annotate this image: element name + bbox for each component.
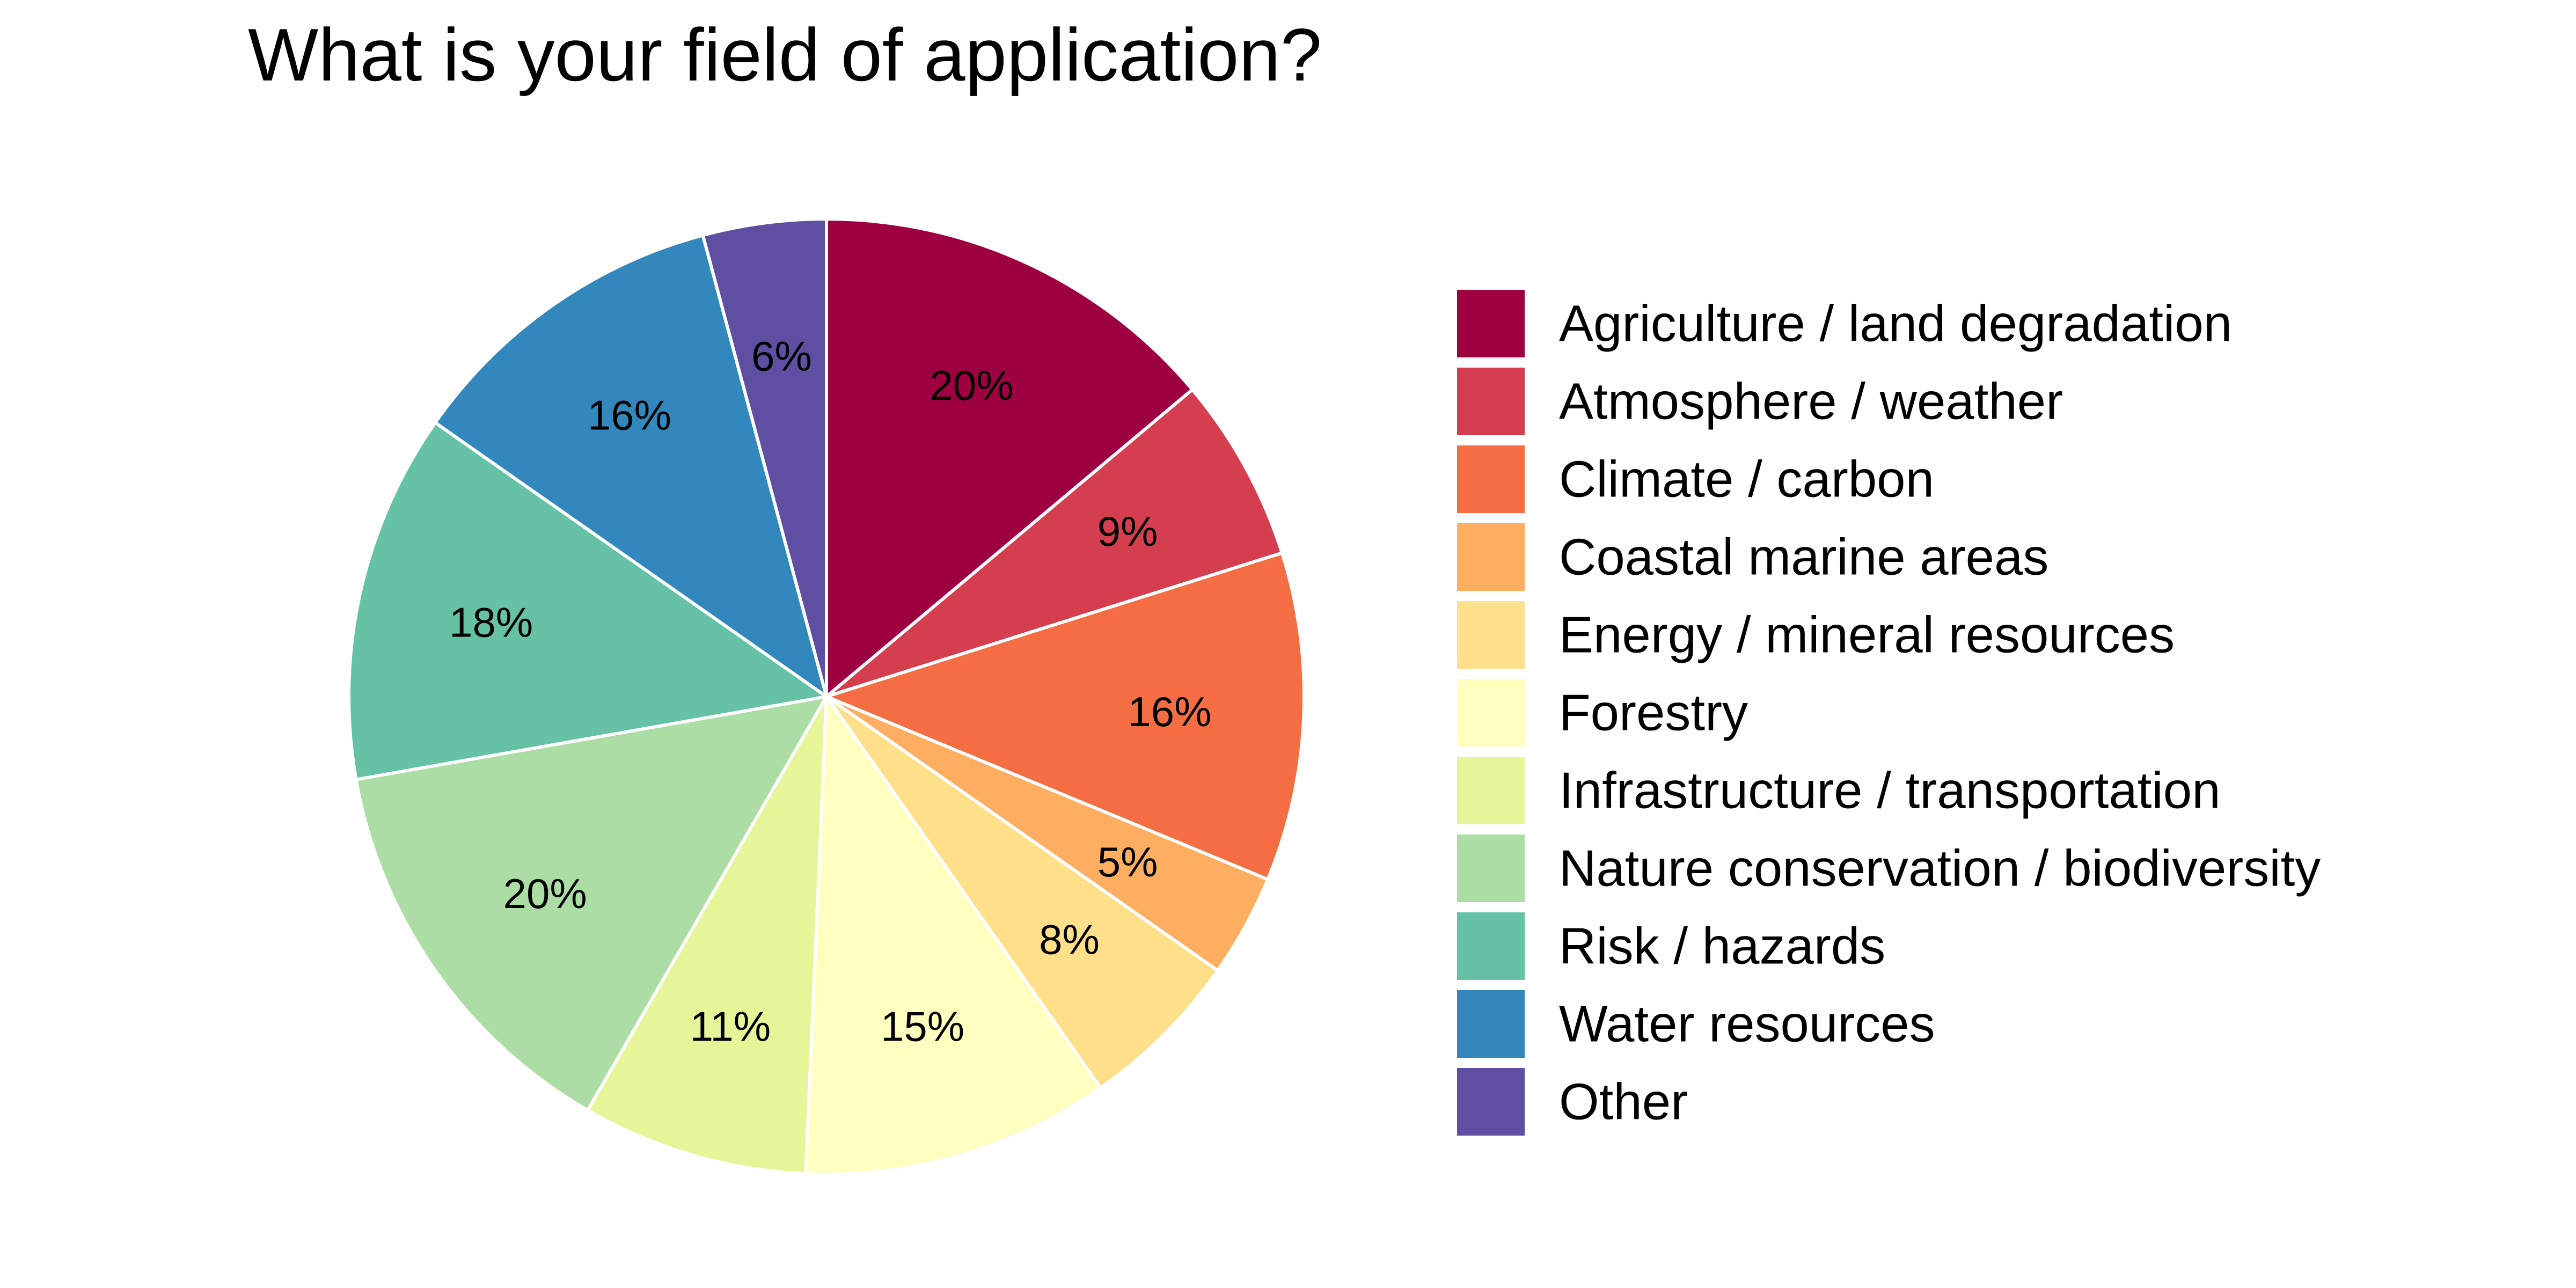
legend-label: Nature conservation / biodiversity <box>1559 840 2321 897</box>
legend-swatch <box>1457 757 1525 824</box>
legend-item-other: Other <box>1457 1068 1688 1136</box>
legend-label: Climate / carbon <box>1559 451 1934 508</box>
slice-label-water-resources: 16% <box>588 392 671 439</box>
slice-label-infrastructure-transportation: 11% <box>690 1002 771 1050</box>
slice-label-nature-conservation-biodiversity: 20% <box>503 870 587 917</box>
legend-swatch <box>1457 290 1525 357</box>
legend-swatch <box>1457 523 1525 591</box>
legend-item-climate-carbon: Climate / carbon <box>1457 445 1934 513</box>
legend-label: Water resources <box>1559 996 1935 1053</box>
pie-slice-infrastructure-transportation <box>586 695 828 1176</box>
legend-swatch <box>1457 601 1525 669</box>
legend-swatch <box>1457 835 1525 902</box>
slice-label-coastal-marine-areas: 5% <box>1097 838 1158 885</box>
pie-slice-agriculture-land-degradation <box>825 217 1194 698</box>
slice-label-energy-mineral-resources: 8% <box>1039 916 1100 963</box>
pie-slice-climate-carbon <box>825 551 1306 881</box>
pie-slice-forestry <box>804 695 1102 1176</box>
pie-slice-nature-conservation-biodiversity <box>354 695 828 1112</box>
legend-item-agriculture-land-degradation: Agriculture / land degradation <box>1457 290 2232 357</box>
legend-swatch <box>1457 912 1525 980</box>
legend-label: Agriculture / land degradation <box>1559 295 2232 353</box>
legend-label: Atmosphere / weather <box>1559 373 2063 430</box>
legend-item-atmosphere-weather: Atmosphere / weather <box>1457 368 2063 435</box>
slice-label-other: 6% <box>751 332 812 379</box>
legend-item-risk-hazards: Risk / hazards <box>1457 912 1885 980</box>
legend-label: Coastal marine areas <box>1559 529 2048 586</box>
legend-swatch <box>1457 1068 1525 1136</box>
chart-title: What is your field of application? <box>248 13 1322 97</box>
pie-slice-water-resources <box>433 233 828 698</box>
legend-swatch <box>1457 990 1525 1058</box>
slice-label-climate-carbon: 16% <box>1128 688 1211 735</box>
pie-slice-labels: 20% 9% 16% 5% 8% 15% 11% 20% 18% 16% 6% <box>449 332 1211 1050</box>
legend-item-forestry: Forestry <box>1457 679 1748 747</box>
legend-label: Forestry <box>1559 684 1748 742</box>
legend-item-coastal-marine-areas: Coastal marine areas <box>1457 523 2048 591</box>
slice-label-risk-hazards: 18% <box>449 598 533 646</box>
legend-item-infrastructure-transportation: Infrastructure / transportation <box>1457 757 2221 824</box>
pie-slice-risk-hazards <box>347 421 828 781</box>
legend-item-nature-conservation-biodiversity: Nature conservation / biodiversity <box>1457 835 2321 902</box>
legend-swatch <box>1457 368 1525 435</box>
slice-label-atmosphere-weather: 9% <box>1097 508 1158 555</box>
legend-item-water-resources: Water resources <box>1457 990 1935 1058</box>
legend-label: Other <box>1559 1073 1688 1131</box>
legend-swatch <box>1457 445 1525 513</box>
legend: Agriculture / land degradation Atmosphere… <box>1457 290 2321 1136</box>
legend-item-energy-mineral-resources: Energy / mineral resources <box>1457 601 2175 669</box>
legend-label: Risk / hazards <box>1559 918 1885 975</box>
slice-label-agriculture-land-degradation: 20% <box>930 362 1013 409</box>
legend-swatch <box>1457 679 1525 747</box>
pie-slice-energy-mineral-resources <box>825 695 1220 1090</box>
slice-label-forestry: 15% <box>881 1002 964 1050</box>
pie-slice-other <box>701 217 828 698</box>
pie-slices <box>347 217 1306 1176</box>
pie-slice-atmosphere-weather <box>825 387 1284 698</box>
legend-label: Infrastructure / transportation <box>1559 762 2221 819</box>
legend-label: Energy / mineral resources <box>1559 606 2175 664</box>
